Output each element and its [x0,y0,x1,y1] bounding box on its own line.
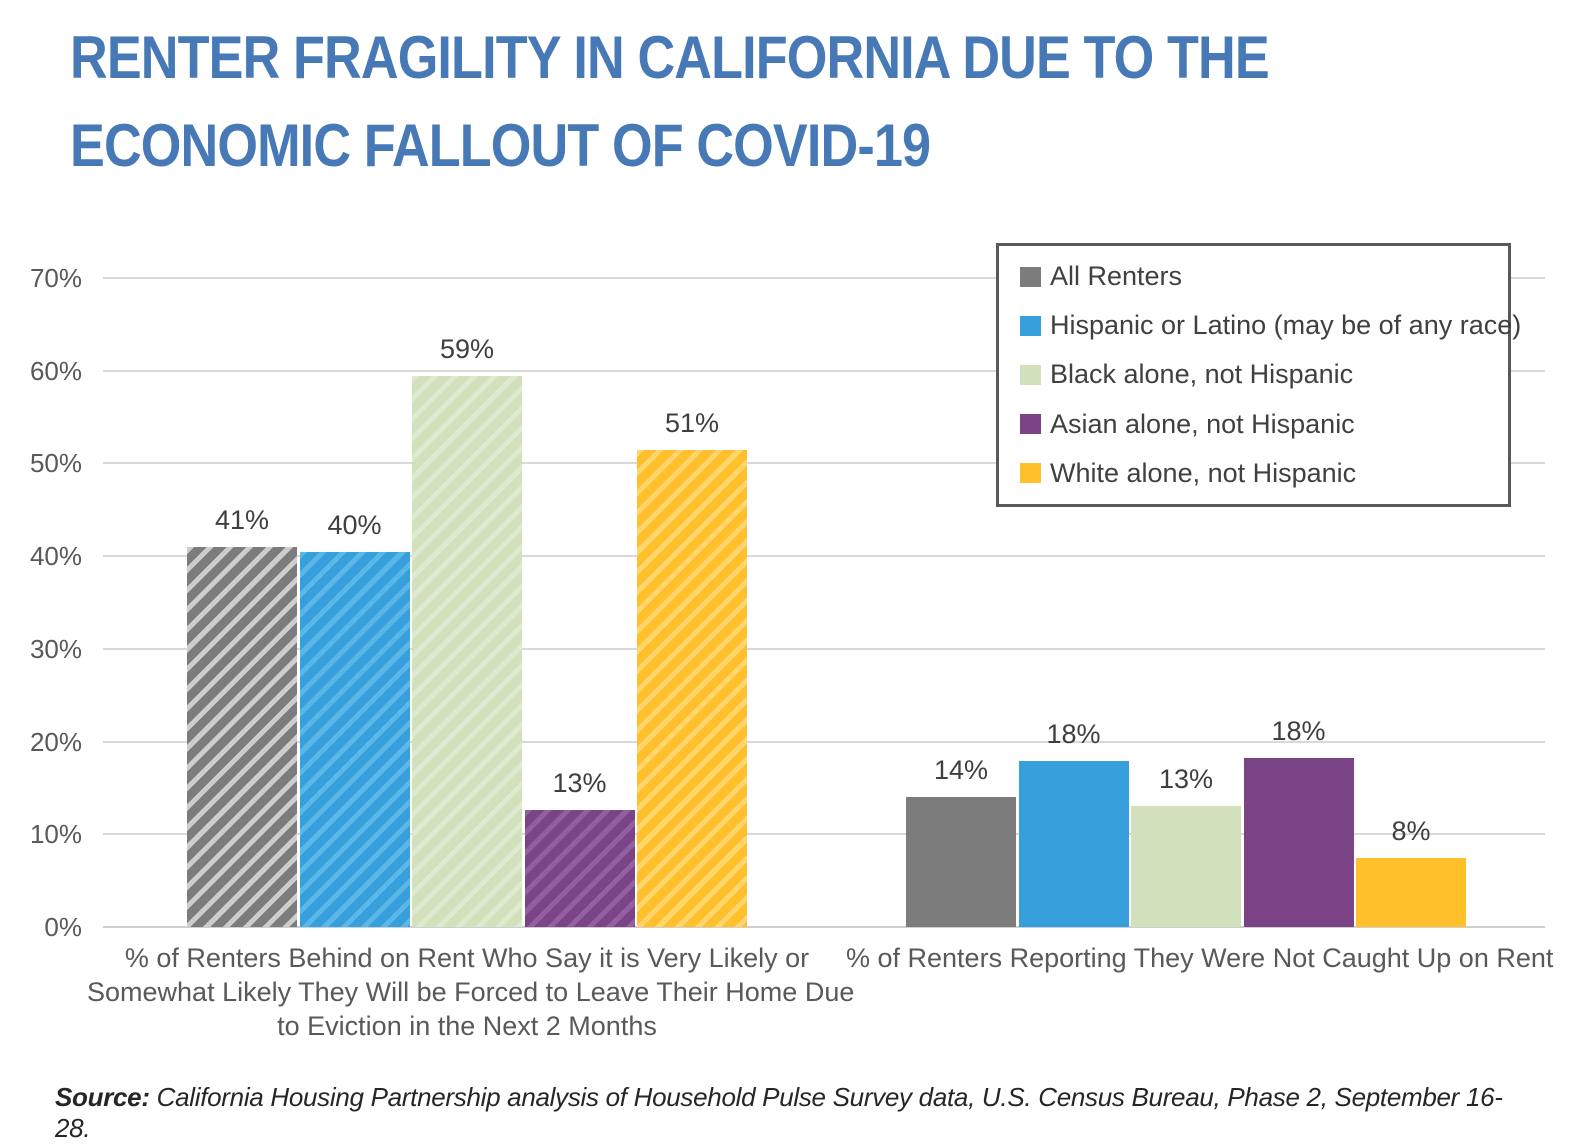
bar [187,546,297,927]
source-note: Source: California Housing Partnership a… [55,1082,1535,1144]
gridline [103,555,1545,558]
bar-value-label: 18% [1046,719,1101,750]
bar-value-label: 18% [1271,716,1326,747]
y-axis-tick: 10% [29,819,82,850]
legend-item-all-renters: All Renters [1020,261,1508,292]
legend-label: Hispanic or Latino (may be of any race) [1050,310,1522,341]
gridline [103,926,1545,928]
gridline [103,833,1545,836]
bar [906,797,1016,927]
bar-value-label: 13% [1158,764,1214,795]
bar [299,552,410,927]
page-title-line2: ECONOMIC FALLOUT OF COVID-19 [70,112,931,179]
legend: All Renters Hispanic or Latino (may be o… [996,243,1521,507]
bar [524,810,635,927]
gridline [103,740,1545,743]
legend-swatch [1020,266,1041,287]
bar [1243,758,1354,927]
legend-item-hispanic-latino: Hispanic or Latino (may be of any race) [1020,310,1521,341]
bar [1131,806,1241,927]
bar [1018,761,1129,927]
bar-value-label: 14% [933,755,989,786]
bar-value-label: 8% [1391,816,1431,847]
legend-item-white-alone: White alone, not Hispanic [1020,458,1508,489]
bar-value-label: 59% [439,334,495,365]
legend-swatch [1020,364,1041,385]
source-text: California Housing Partnership analysis … [55,1082,1503,1143]
category-label-eviction-risk: % of Renters Behind on Rent Who Say it i… [87,943,855,1041]
bar [1356,858,1466,927]
page-title-line1: RENTER FRAGILITY IN CALIFORNIA DUE TO TH… [70,24,1270,91]
bar [637,450,747,927]
legend-swatch [1020,315,1041,336]
category-label-not-caught-up: % of Renters Reporting They Were Not Cau… [846,943,1554,973]
y-axis-tick: 30% [29,633,82,664]
legend-item-asian-alone: Asian alone, not Hispanic [1020,409,1508,440]
page-title: RENTER FRAGILITY IN CALIFORNIA DUE TO TH… [70,14,1270,190]
legend-item-black-alone: Black alone, not Hispanic [1020,359,1508,390]
legend-swatch [1020,463,1041,484]
gridline [103,369,1545,372]
bar [412,376,522,927]
bar-value-label: 13% [552,768,607,799]
legend-label: All Renters [1050,261,1183,292]
y-axis-tick: 40% [29,541,82,572]
y-axis-tick: 70% [29,263,82,293]
y-axis-tick: 0% [44,912,82,942]
y-axis-tick: 60% [29,355,82,386]
bar-value-label: 51% [664,408,720,439]
legend-label: White alone, not Hispanic [1050,457,1357,488]
bar-value-label: 40% [327,510,382,541]
gridline [103,647,1545,650]
legend-label: Black alone, not Hispanic [1050,359,1354,390]
gridline [103,277,1545,279]
y-axis-tick: 20% [29,726,82,757]
legend-swatch [1020,414,1041,435]
source-label: Source: [55,1082,150,1112]
legend-label: Asian alone, not Hispanic [1050,408,1355,439]
bar-value-label: 41% [214,504,270,535]
gridline [103,462,1545,465]
y-axis-tick: 50% [29,448,82,479]
